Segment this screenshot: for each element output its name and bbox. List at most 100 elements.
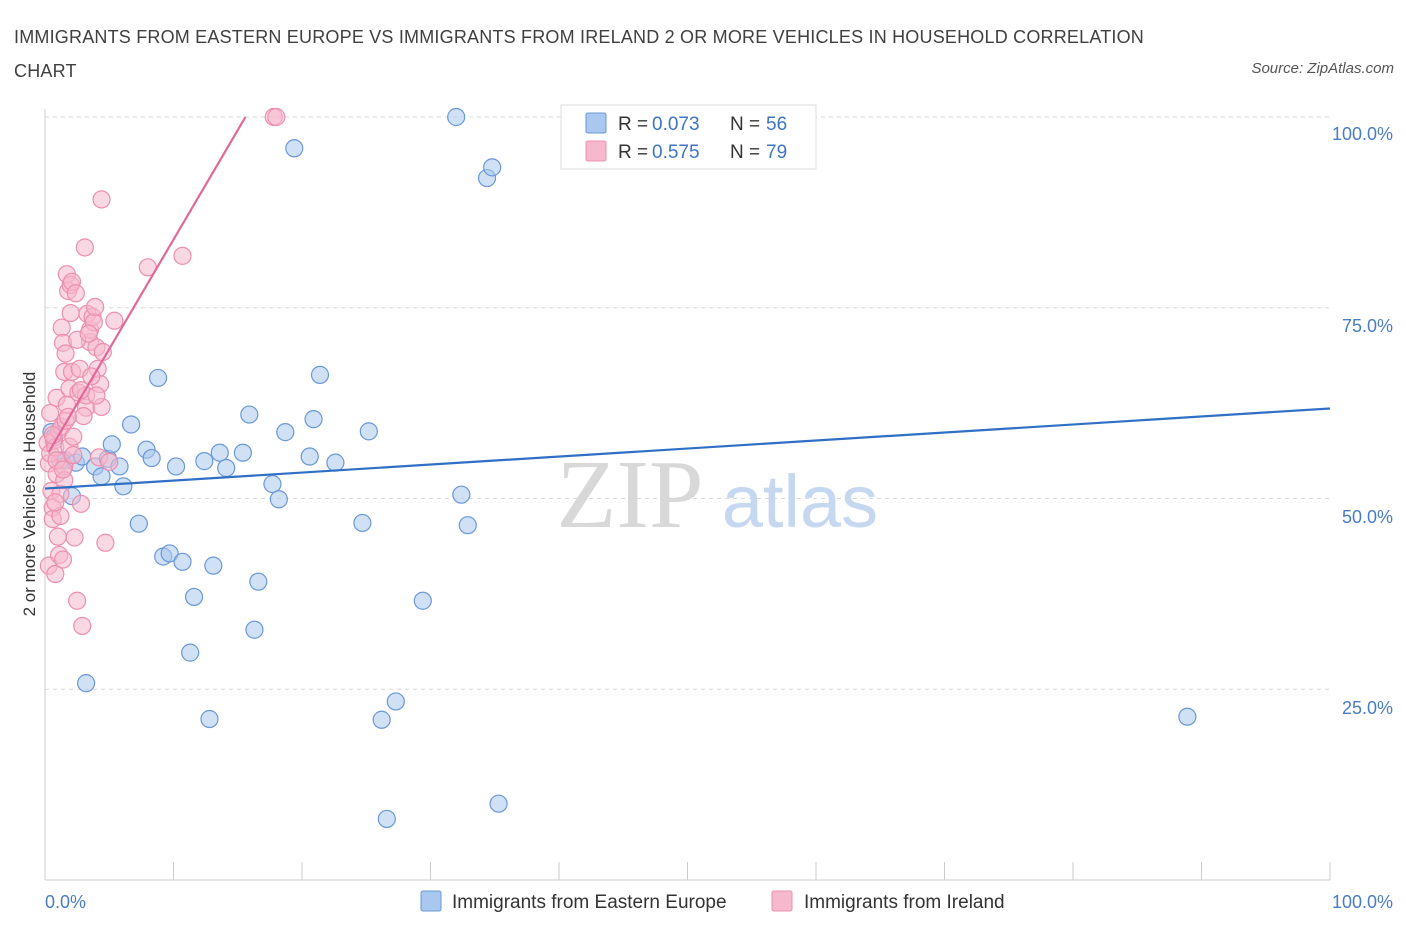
y-tick-label-100: 100.0% (1332, 124, 1393, 144)
ireland-point-58 (105, 311, 124, 330)
eastern-europe-point-52 (483, 158, 502, 177)
legend-r-label-pink: R = (618, 142, 648, 163)
eastern-europe-point-31 (240, 405, 259, 424)
ireland-point-73 (79, 324, 98, 343)
eastern-europe-point-25 (195, 452, 214, 471)
watermark-zip: ZIP (557, 441, 704, 549)
y-tick-labels: 25.0% 50.0% 75.0% 100.0% (1332, 124, 1393, 718)
ireland-point-78 (53, 460, 73, 479)
eastern-europe-point-55 (1178, 707, 1197, 726)
ireland-point-23 (56, 344, 75, 363)
ireland-point-69 (64, 445, 83, 465)
eastern-europe-point-33 (249, 572, 268, 591)
x-axis-ticks (173, 862, 1331, 880)
chart-title: IMMIGRANTS FROM EASTERN EUROPE VS IMMIGR… (14, 27, 1144, 81)
eastern-europe-point-53 (489, 794, 508, 813)
ireland-trend-line (47, 116, 247, 453)
ireland-point-62 (267, 107, 286, 127)
source-label: Source: ZipAtlas.com (1251, 60, 1394, 77)
eastern-europe-point-46 (386, 692, 405, 711)
eastern-europe-point-41 (326, 453, 345, 472)
eastern-europe-point-21 (166, 457, 186, 476)
eastern-europe-point-42 (353, 513, 372, 533)
ireland-point-40 (73, 616, 92, 636)
eastern-europe-point-35 (269, 490, 288, 509)
eastern-europe-point-30 (233, 443, 252, 462)
eastern-europe-point-38 (300, 447, 319, 466)
ireland-point-57 (100, 452, 119, 471)
eastern-europe-point-20 (160, 544, 179, 563)
ireland-point-54 (92, 190, 111, 209)
eastern-europe-point-45 (377, 809, 396, 829)
legend-n-value-pink: 79 (766, 142, 787, 163)
ireland-point-56 (96, 533, 115, 552)
ireland-point-39 (71, 494, 91, 513)
legend-swatch-blue (585, 112, 607, 134)
watermark-atlas: atlas (722, 460, 878, 543)
correlation-legend: R = 0.073 N = 56 R = 0.575 N = 79 (560, 104, 817, 170)
legend-r-label-blue: R = (618, 114, 648, 135)
y-axis-title: 2 or more Vehicles in Household (20, 372, 39, 617)
eastern-europe-point-24 (184, 587, 204, 607)
eastern-europe-point-18 (148, 368, 168, 388)
grid-lines (45, 116, 1330, 690)
trend-lines (44, 116, 1331, 490)
ireland-point-12 (48, 527, 67, 546)
series-legend-label-blue: Immigrants from Eastern Europe (452, 892, 727, 913)
ireland-point-75 (87, 386, 106, 405)
legend-n-label-pink: N = (730, 142, 760, 163)
ireland-point-36 (68, 591, 87, 610)
ireland-point-30 (61, 303, 80, 323)
legend-r-value-pink: 0.575 (652, 142, 700, 163)
ireland-point-34 (65, 528, 84, 547)
eastern-europe-point-23 (181, 643, 200, 662)
series-legend-swatch-pink (771, 890, 793, 912)
eastern-europe-point-48 (447, 107, 466, 127)
eastern-europe-point-28 (210, 443, 229, 462)
legend-n-value-blue: 56 (766, 114, 787, 135)
eastern-europe-point-37 (285, 139, 304, 158)
x-tick-label-max: 100.0% (1332, 892, 1393, 912)
legend-n-label-blue: N = (730, 114, 760, 135)
x-tick-label-min: 0.0% (45, 892, 86, 912)
eastern-europe-point-32 (245, 620, 264, 639)
ireland-point-49 (86, 297, 105, 317)
series-legend: Immigrants from Eastern Europe Immigrant… (420, 890, 1005, 913)
ireland-point-8 (46, 564, 65, 584)
eastern-europe-point-43 (359, 422, 378, 441)
eastern-europe-point-26 (200, 709, 219, 729)
eastern-europe-trend-line (44, 407, 1331, 490)
eastern-europe-point-14 (121, 415, 141, 434)
eastern-europe-point-27 (204, 556, 223, 575)
ireland-point-35 (66, 284, 85, 303)
ireland-point-33 (64, 427, 83, 446)
eastern-europe-point-44 (372, 710, 391, 729)
ireland-point-77 (46, 493, 65, 512)
eastern-europe-point-17 (142, 448, 161, 468)
series-legend-label-pink: Immigrants from Ireland (804, 892, 1005, 913)
y-tick-label-25: 25.0% (1342, 698, 1393, 718)
y-tick-label-50: 50.0% (1342, 507, 1393, 527)
watermark: ZIP atlas (557, 441, 879, 549)
eastern-europe-point-11 (102, 435, 121, 454)
y-tick-label-75: 75.0% (1342, 316, 1393, 336)
ireland-point-19 (53, 550, 73, 569)
eastern-europe-point-34 (263, 474, 282, 494)
eastern-europe-point-47 (413, 591, 432, 610)
x-tick-labels: 0.0% 100.0% (45, 892, 1393, 912)
eastern-europe-point-40 (310, 365, 330, 384)
legend-swatch-pink (585, 140, 607, 162)
ireland-point-72 (74, 406, 93, 426)
legend-r-value-blue: 0.073 (652, 114, 700, 135)
eastern-europe-point-50 (458, 516, 477, 535)
ireland-point-41 (75, 238, 94, 257)
ireland-point-63 (41, 403, 60, 423)
eastern-europe-point-7 (77, 674, 96, 693)
eastern-europe-point-22 (173, 552, 192, 571)
eastern-europe-point-15 (129, 514, 148, 533)
series-ireland-points (38, 107, 286, 636)
eastern-europe-point-49 (452, 485, 471, 504)
eastern-europe-point-39 (304, 410, 323, 429)
ireland-point-60 (173, 246, 192, 265)
